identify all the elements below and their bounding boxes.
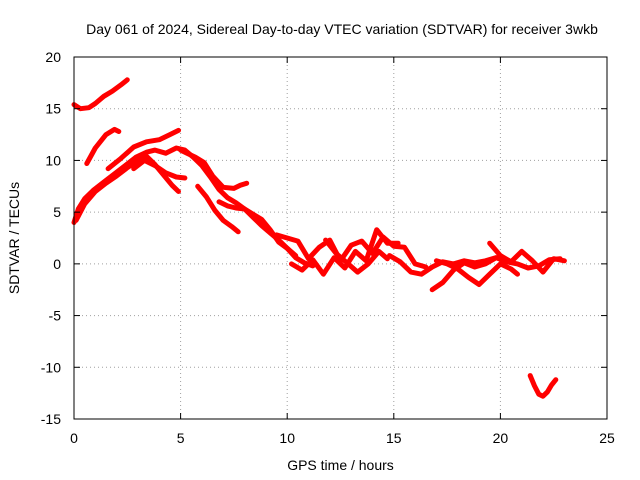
series-line-sat-g xyxy=(178,147,250,191)
x-tick-label: 25 xyxy=(599,430,615,446)
y-tick-label: 15 xyxy=(45,101,61,117)
x-axis-label: GPS time / hours xyxy=(287,457,394,473)
series-line-sat-h xyxy=(195,183,241,235)
series-line-sat-m xyxy=(387,253,563,277)
x-tick-labels: 0 5 10 15 20 25 xyxy=(70,430,615,446)
series-line-sat-l xyxy=(323,237,390,275)
series-line-sat-i xyxy=(216,199,299,259)
chart-title: Day 061 of 2024, Sidereal Day-to-day VTE… xyxy=(86,21,598,37)
y-tick-label: -10 xyxy=(41,359,61,375)
y-tick-label: 10 xyxy=(45,152,61,168)
series-line-sat-e xyxy=(105,127,181,172)
y-axis-label: SDTVAR / TECUs xyxy=(6,182,22,294)
y-tick-labels: -15 -10 -5 0 5 10 15 20 xyxy=(41,49,61,427)
axis-ticks xyxy=(73,56,608,420)
x-tick-label: 5 xyxy=(177,430,185,446)
x-tick-label: 20 xyxy=(493,430,509,446)
series-line-sat-f xyxy=(131,157,188,181)
y-tick-label: -5 xyxy=(49,308,62,324)
series-line-sat-a xyxy=(71,77,130,112)
series-line-sat-p xyxy=(487,240,567,275)
series-line-sat-o xyxy=(433,258,520,287)
series-line-sat-j xyxy=(274,232,429,270)
x-tick-label: 0 xyxy=(70,430,78,446)
series-line-sat-q xyxy=(527,373,559,399)
series-group xyxy=(71,77,567,399)
series-line-sat-d xyxy=(84,126,122,166)
y-tick-label: 20 xyxy=(45,49,61,65)
series-line-sat-c xyxy=(73,153,181,223)
y-tick-label: 0 xyxy=(53,256,61,272)
series-line-sat-k xyxy=(289,227,401,277)
plot-frame xyxy=(73,56,608,420)
x-tick-label: 15 xyxy=(386,430,402,446)
y-tick-label: 5 xyxy=(53,204,61,220)
x-tick-label: 10 xyxy=(279,430,295,446)
y-tick-label: -15 xyxy=(41,411,61,427)
grid xyxy=(74,57,607,419)
series-line-sat-n xyxy=(429,255,510,293)
